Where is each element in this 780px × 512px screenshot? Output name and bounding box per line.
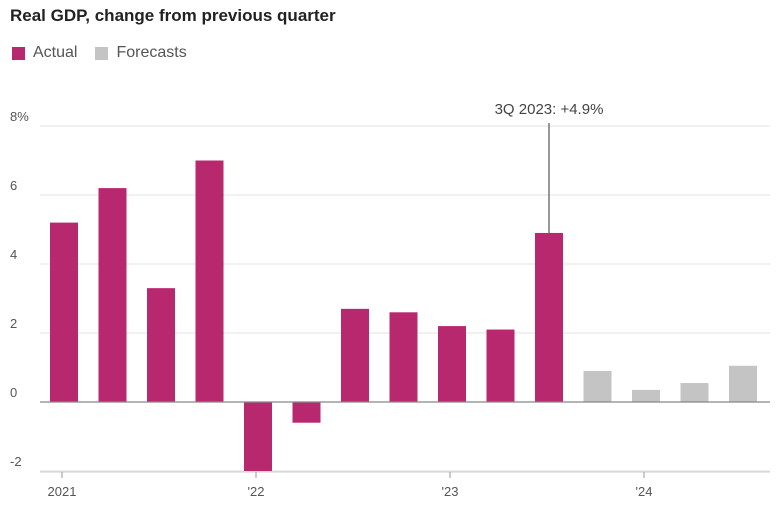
x-tick-label-3: '24 [636, 484, 653, 499]
annotation-label: 3Q 2023: +4.9% [495, 101, 604, 118]
legend-label-actual: Actual [33, 44, 78, 61]
y-tick-label-3: 4 [10, 247, 17, 262]
x-tick-label-2: '23 [442, 484, 459, 499]
y-tick-label-1: 0 [10, 385, 17, 400]
y-tick-label-5: 8% [10, 109, 29, 124]
legend-item-actual: Actual [12, 44, 77, 62]
legend-swatch-actual [12, 46, 25, 60]
x-tick-label-0: 2021 [48, 484, 77, 499]
bar-10 [535, 232, 563, 402]
bar-2 [147, 288, 175, 402]
bar-7 [389, 312, 418, 402]
y-tick-label-2: 2 [10, 316, 17, 331]
legend: Actual Forecasts [12, 44, 205, 62]
bar-6 [341, 308, 369, 402]
legend-swatch-forecasts [95, 46, 109, 60]
bar-11 [583, 370, 612, 402]
bar-5 [292, 402, 321, 423]
bar-3 [195, 160, 224, 402]
bar-13 [680, 383, 709, 402]
bar-12 [632, 389, 660, 402]
bar-9 [486, 329, 515, 402]
bar-8 [438, 326, 466, 402]
x-tick-label-1: '22 [248, 484, 265, 499]
legend-item-forecasts: Forecasts [95, 44, 187, 62]
bar-1 [98, 188, 127, 402]
bar-14 [729, 365, 757, 402]
y-tick-label-0: -2 [10, 454, 22, 469]
bar-4 [244, 402, 272, 471]
y-tick-label-4: 6 [10, 178, 17, 193]
bar-0 [50, 222, 78, 402]
chart-title: Real GDP, change from previous quarter [10, 6, 336, 25]
legend-label-forecasts: Forecasts [116, 44, 187, 61]
